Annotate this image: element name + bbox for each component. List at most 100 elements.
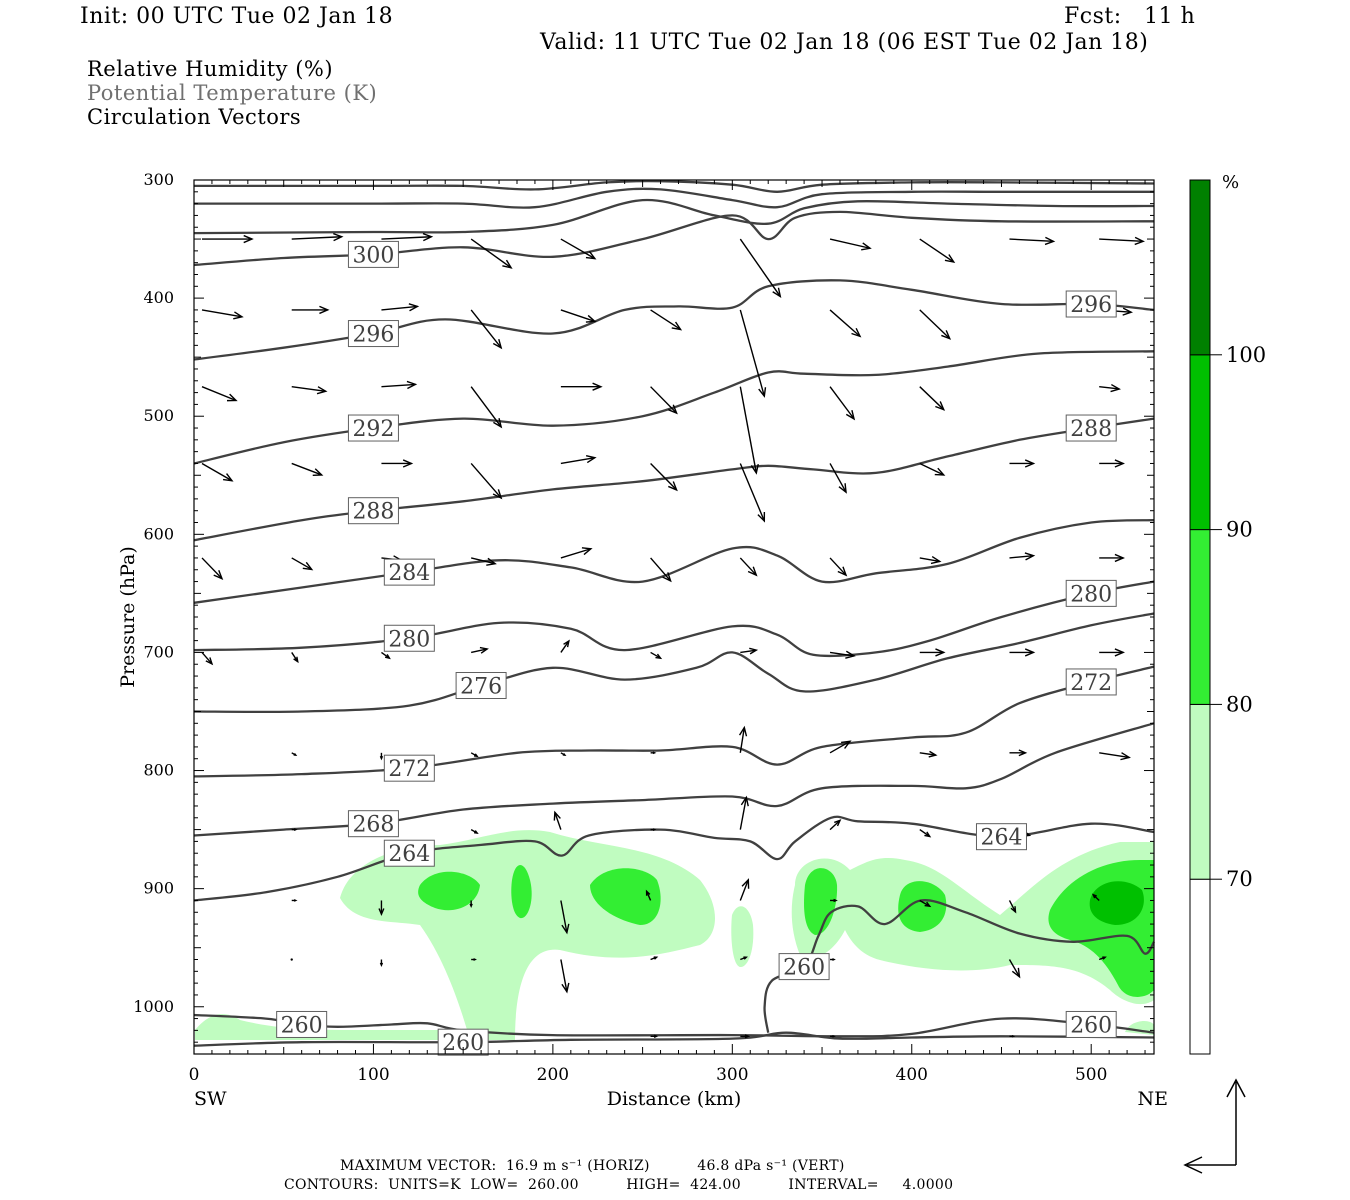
colorbar-level-label: 90 [1226,518,1253,542]
vector-head [653,956,659,960]
circulation-vector [470,463,503,500]
vector-shaft [291,462,322,476]
vector-head [553,810,561,821]
vector-shaft [829,463,847,493]
vector-shaft [919,386,945,411]
circulation-vector [1008,959,1021,979]
vector-head [585,454,597,464]
vector-head [750,463,759,475]
vector-shaft [829,740,851,754]
vector-shaft [650,462,678,491]
vector-shaft [554,812,562,830]
vector-head [408,303,420,312]
circulation-vector [381,232,434,242]
circulation-vector [1008,900,1017,914]
circulation-vector [469,900,473,909]
theta-label-text: 280 [1070,582,1112,607]
rh-70-region-center [731,906,754,968]
circulation-vector [1009,236,1056,246]
theta-label-280: 280 [1065,579,1117,607]
vector-shaft [1099,238,1144,243]
circulation-vector [829,309,862,338]
circulation-vector [470,309,503,350]
vector-head [834,819,842,827]
vector-head [743,956,748,960]
vector-shaft [739,557,757,576]
vector-head [662,572,672,583]
circulation-vector [650,386,678,415]
theta-contour-308 [193,187,1154,209]
vector-head [833,898,838,903]
theta-label-text: 296 [1070,293,1112,318]
circulation-vector [291,232,344,242]
vector-head [668,481,678,492]
vector-shaft [739,386,758,474]
circulation-vector [1099,752,1131,761]
circulation-vector [201,557,224,580]
vector-head [1011,1034,1016,1038]
circulation-vector [1099,648,1125,657]
circulation-vector [1009,749,1028,757]
theta-contour-260 [193,1031,1155,1047]
vector-head [668,404,678,415]
y-tick-label: 500 [143,406,174,425]
vector-shaft [919,752,936,756]
vector-shaft [381,305,418,311]
vector-head [233,311,244,320]
circulation-vector [739,463,766,523]
rh-70-region-surface [195,1014,470,1040]
forecast-hour: Fcst: 11 h [1064,4,1196,29]
vector-shaft [829,557,847,576]
vector-head [493,418,503,429]
vector-head [319,305,330,315]
x-axis-title: Distance (km) [607,1088,742,1110]
colorbar-level-label: 70 [1226,867,1253,891]
circulation-vector [291,652,299,664]
y-axis-title: Pressure (hPa) [117,546,139,688]
circulation-vector [1099,236,1145,246]
theta-label-box [276,1010,328,1038]
vector-shaft [740,649,757,654]
theta-label-text: 292 [352,417,394,442]
theta-label-box [1065,1010,1117,1038]
vector-head [379,962,384,968]
vector-head [930,555,942,565]
x-tick-label: 100 [357,1065,389,1085]
vector-head [671,321,683,331]
circulation-vector [919,386,946,411]
circulation-vector [829,463,847,494]
vector-shaft [739,309,765,397]
vector-head [845,409,856,421]
theta-label-box [1065,290,1117,318]
circulation-vector [830,1034,836,1038]
circulation-vector [650,956,659,961]
theta-label-box [455,672,507,700]
vector-head [1120,752,1131,761]
y-tick-label: 400 [143,288,174,307]
circulation-vector [291,557,314,571]
circulation-vector [739,557,758,577]
vector-head [473,830,479,834]
vector-shaft [291,236,342,240]
circulation-vector [919,238,956,264]
circulation-vector [470,557,497,566]
circulation-vector [291,462,324,476]
theta-label-264: 264 [383,839,435,867]
colorbar-segment [1189,179,1211,356]
theta-label-272: 272 [1065,668,1117,696]
vector-head [302,561,314,571]
circulation-vector [829,650,856,659]
vector-head [838,483,847,494]
circulation-vector [739,795,749,830]
circulation-vector [201,651,214,666]
vector-shaft [919,238,955,263]
circulation-vector [650,309,683,331]
vector-head [1134,236,1145,246]
theta-label-box [347,240,399,268]
theta-label-text: 296 [352,323,394,348]
vector-head [928,750,938,758]
theta-label-276: 276 [455,672,507,700]
circulation-vector [919,750,938,758]
vector-head [222,473,234,482]
